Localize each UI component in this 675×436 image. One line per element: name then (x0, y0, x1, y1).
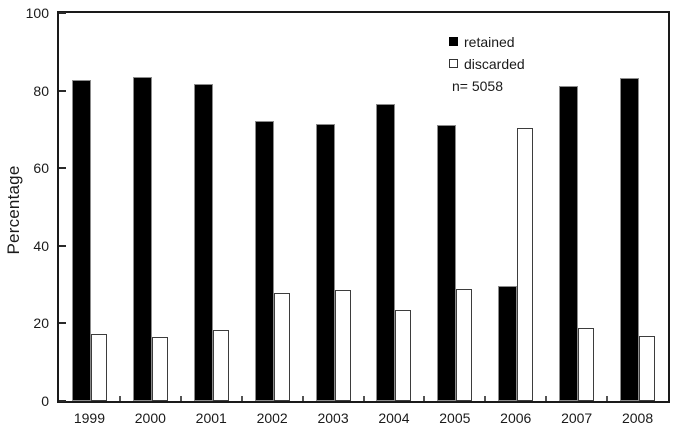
legend-label-discarded: discarded (464, 55, 525, 72)
y-tick-20 (59, 322, 66, 325)
y-tick-label-100: 100 (25, 5, 49, 21)
legend-label-retained: retained (464, 33, 515, 50)
x-tick-1 (118, 396, 121, 401)
x-label-2002: 2002 (256, 410, 288, 426)
bar-retained-2005 (437, 125, 457, 401)
x-tick-6 (423, 396, 426, 401)
bar-retained-2000 (132, 76, 152, 401)
y-tick-60 (59, 167, 66, 170)
legend-item-retained: retained (449, 33, 525, 50)
x-label-2005: 2005 (439, 410, 471, 426)
bar-retained-2002 (254, 120, 274, 401)
legend-item-discarded: discarded (449, 55, 525, 72)
y-tick-label-20: 20 (33, 315, 49, 332)
x-tick-3 (240, 396, 243, 401)
x-label-2000: 2000 (134, 410, 166, 426)
x-tick-8 (545, 396, 548, 401)
x-label-2007: 2007 (561, 410, 593, 426)
bar-retained-2007 (559, 85, 579, 401)
x-label-2001: 2001 (195, 410, 227, 426)
bar-retained-2006 (498, 286, 518, 401)
legend-note: n= 5058 (452, 77, 503, 94)
bar-retained-2008 (620, 78, 640, 401)
x-tick-7 (484, 396, 487, 401)
bar-discarded-2006 (517, 127, 534, 401)
bar-discarded-2008 (639, 335, 656, 401)
bar-discarded-2000 (151, 337, 168, 401)
legend: retained discarded n= 5058 (449, 33, 525, 99)
x-label-2006: 2006 (500, 410, 532, 426)
bar-retained-2004 (376, 104, 396, 401)
x-label-1999: 1999 (73, 410, 106, 426)
x-tick-2 (179, 396, 182, 401)
bar-discarded-1999 (90, 333, 107, 401)
bar-discarded-2001 (212, 330, 229, 401)
x-label-2008: 2008 (621, 410, 654, 426)
x-tick-9 (606, 396, 609, 401)
x-tick-5 (362, 396, 365, 401)
y-tick-label-40: 40 (33, 237, 49, 254)
x-tick-4 (301, 396, 304, 401)
y-tick-80 (59, 89, 66, 92)
y-tick-label-80: 80 (33, 82, 49, 99)
plot-area: retained discarded n= 5058 (57, 11, 670, 403)
bar-discarded-2003 (334, 290, 351, 401)
y-tick-100 (59, 12, 66, 14)
bar-retained-2003 (315, 123, 335, 401)
bar-discarded-2004 (395, 309, 412, 401)
bar-discarded-2005 (456, 288, 473, 401)
bar-retained-1999 (71, 80, 91, 401)
x-label-2003: 2003 (317, 410, 349, 426)
y-tick-label-60: 60 (33, 160, 49, 177)
legend-swatch-retained-icon (449, 37, 458, 46)
legend-swatch-discarded-icon (449, 59, 458, 68)
y-tick-40 (59, 244, 66, 247)
y-tick-0 (59, 400, 66, 402)
x-label-2004: 2004 (378, 410, 410, 426)
bar-discarded-2002 (273, 293, 290, 401)
y-tick-label-0: 0 (41, 393, 49, 409)
bar-discarded-2007 (578, 328, 595, 401)
bar-retained-2001 (193, 83, 213, 401)
